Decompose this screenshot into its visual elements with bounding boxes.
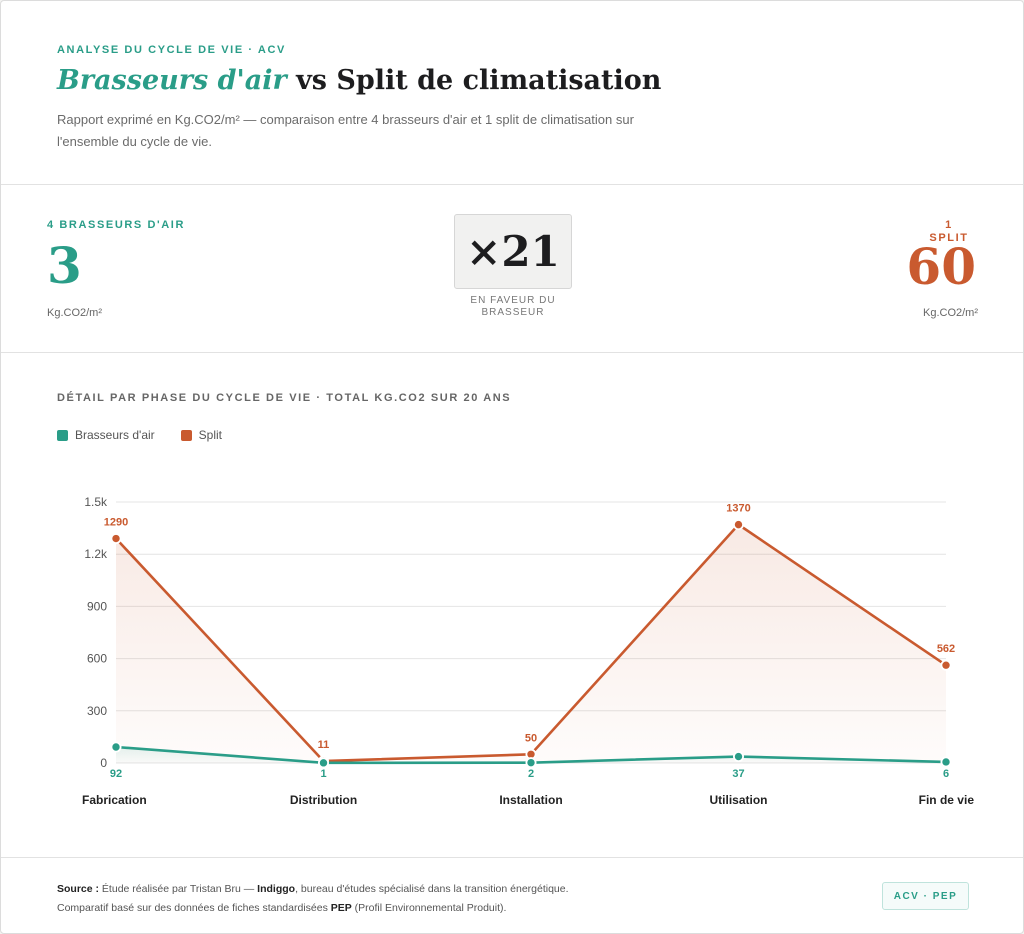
data-label: 2 [528, 768, 534, 780]
x-tick-label: Utilisation [709, 793, 767, 807]
x-tick-label: Distribution [290, 793, 357, 807]
source-label: Source : [57, 883, 100, 895]
data-label: 50 [525, 732, 537, 744]
title-rest: vs Split de climatisation [286, 65, 662, 96]
comparison-section: 4 BRASSEURS D'AIR 3 Kg.CO2/m² ×21 EN FAV… [1, 185, 1023, 353]
y-tick-label: 300 [87, 704, 107, 718]
x-tick-label: Installation [499, 793, 562, 807]
data-label: 1290 [104, 517, 128, 529]
data-label: 1370 [726, 503, 750, 515]
data-point [110, 741, 122, 753]
series-area [116, 524, 946, 763]
source-line-2: Comparatif basé sur des données de fiche… [57, 899, 569, 918]
legend-label-split: Split [198, 428, 222, 442]
source-post: , bureau d'études spécialisé dans la tra… [295, 883, 569, 895]
legend-item-split[interactable]: Split [180, 428, 222, 442]
data-label: 6 [943, 768, 949, 780]
legend-item-brasseurs[interactable]: Brasseurs d'air [57, 428, 155, 442]
data-point [940, 659, 952, 671]
source-pre: Étude réalisée par Tristan Bru — [99, 883, 258, 895]
legend-label-brasseurs: Brasseurs d'air [75, 428, 155, 442]
chart-title: DÉTAIL PAR PHASE DU CYCLE DE VIE · TOTAL… [57, 392, 512, 404]
brasseurs-unit: Kg.CO2/m² [47, 307, 103, 319]
footer-section: Source : Étude réalisée par Tristan Bru … [1, 858, 1023, 934]
line2-post: (Profil Environnemental Produit). [351, 902, 507, 914]
data-label: 562 [937, 643, 955, 655]
line-chart: 0 300 600 900 1.2k 1.5k Fabrication Distributio… [82, 495, 975, 807]
brasseurs-label: 4 BRASSEURS D'AIR [47, 219, 186, 231]
data-point [733, 751, 745, 763]
legend-swatch-split [180, 429, 192, 441]
y-tick-label: 600 [87, 652, 107, 666]
line2-bold: PEP [330, 902, 352, 914]
data-label: 92 [110, 768, 122, 780]
eyebrow: ANALYSE DU CYCLE DE VIE · ACV [57, 44, 286, 56]
y-tick-label: 0 [100, 756, 107, 770]
ratio-caption: EN FAVEUR DU BRASSEUR [470, 295, 556, 318]
line2-pre: Comparatif basé sur des données de fiche… [57, 902, 331, 914]
split-value: 60 [906, 237, 976, 296]
data-label: 11 [318, 739, 330, 751]
data-point [940, 756, 952, 768]
data-label: 1 [320, 768, 326, 780]
acv-pep-badge: ACV · PEP [882, 882, 969, 910]
ratio-box: ×21 [454, 214, 572, 289]
data-point [733, 519, 745, 531]
split-unit: Kg.CO2/m² [922, 307, 978, 319]
page-title: Brasseurs d'air vs Split de climatisatio… [57, 65, 661, 96]
brasseurs-value: 3 [47, 236, 82, 295]
data-point [110, 533, 122, 545]
data-point [525, 757, 537, 769]
x-tick-label: Fabrication [82, 793, 147, 807]
source-note: Source : Étude réalisée par Tristan Bru … [57, 880, 569, 918]
data-label: 37 [732, 768, 744, 780]
data-point [317, 757, 329, 769]
subtitle: Rapport exprimé en Kg.CO2/m² — comparais… [57, 112, 634, 149]
legend-swatch-brasseurs [57, 429, 68, 441]
source-line-1: Source : Étude réalisée par Tristan Bru … [57, 880, 569, 899]
split-label: 1 SPLIT [929, 219, 969, 244]
y-tick-label: 1.5k [84, 495, 108, 509]
title-accent: Brasseurs d'air [57, 65, 287, 96]
chart-legend: Brasseurs d'air Split [57, 428, 222, 442]
chart-section: DÉTAIL PAR PHASE DU CYCLE DE VIE · TOTAL… [1, 353, 1023, 858]
x-tick-label: Fin de vie [919, 793, 975, 807]
source-org: Indiggo [257, 883, 296, 895]
header-section: ANALYSE DU CYCLE DE VIE · ACV Brasseurs … [1, 1, 1023, 185]
y-tick-label: 900 [87, 599, 107, 613]
y-tick-label: 1.2k [84, 547, 108, 561]
